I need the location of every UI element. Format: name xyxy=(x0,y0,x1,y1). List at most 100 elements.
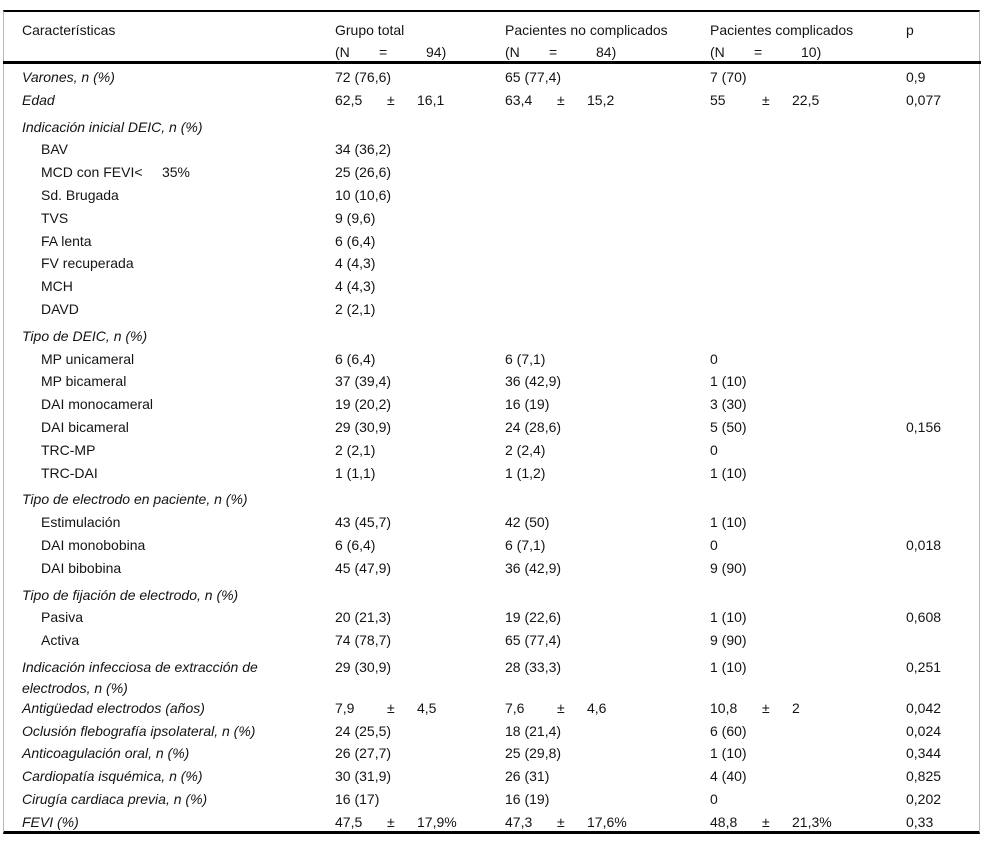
row-label: Varones, n (%) xyxy=(22,69,115,85)
cell-value: 2 (2,1) xyxy=(335,441,376,458)
value-mean: 7,9 xyxy=(335,699,355,716)
cell-value: 34 (36,2) xyxy=(335,141,392,158)
header-label: p xyxy=(906,22,914,38)
cell-value: 1 (10) xyxy=(710,373,747,390)
cell-value: 16 (19) xyxy=(505,790,550,807)
table-row: DAI monocameral 19 (20,2) 16 (19) 3 (30) xyxy=(0,393,992,416)
header-n-token: (N xyxy=(505,44,520,60)
cell-value: 2 (2,1) xyxy=(335,300,376,317)
header-n-count: (N = 10) xyxy=(710,41,853,63)
table-header: Características Grupo total (N = 94) Pacie… xyxy=(0,0,992,62)
p-value: 0,156 xyxy=(906,418,942,435)
row-label: Indicación infecciosa de extracción de el… xyxy=(22,658,258,696)
table-row: FV recuperada 4 (4,3) xyxy=(0,252,992,275)
row-label: MCH xyxy=(41,278,73,295)
value-mean: 62,5 xyxy=(335,91,363,108)
header-col-grupo-total: Grupo total (N = 94) xyxy=(335,19,446,63)
value-mean: 10,8 xyxy=(710,699,738,716)
cell-value: 0 xyxy=(710,350,718,367)
row-label: Cardiopatía isquémica, n (%) xyxy=(22,768,203,785)
cell-value: 4 (40) xyxy=(710,768,747,785)
plus-minus-sign: ± xyxy=(762,699,770,716)
cell-value: 0 xyxy=(710,536,718,553)
cell-value: 20 (21,3) xyxy=(335,609,392,626)
header-col-complicados: Pacientes complicados (N = 10) xyxy=(710,19,853,63)
p-value: 0,608 xyxy=(906,609,942,626)
value-mean: 47,3 xyxy=(505,813,533,830)
table-row: DAI monobobina 6 (6,4) 6 (7,1) 0 0,018 xyxy=(0,534,992,557)
cell-value: 28 (33,3) xyxy=(505,658,562,675)
header-label: Características xyxy=(22,22,116,38)
table-row: Varones, n (%) 72 (76,6) 65 (77,4) 7 (70) 0,… xyxy=(0,66,992,89)
cell-value: 47,5 ±17,9% xyxy=(335,811,457,834)
row-label: FV recuperada xyxy=(41,255,134,272)
p-value: 0,042 xyxy=(906,699,942,716)
row-label: Cirugía cardiaca previa, n (%) xyxy=(22,790,208,807)
header-n-token: (N xyxy=(335,44,350,60)
cell-value: 37 (39,4) xyxy=(335,373,392,390)
cell-value: 7 (70) xyxy=(710,69,747,85)
table-row: Oclusión flebografía ipsolateral, n (%) 2… xyxy=(0,720,992,743)
cell-value: 26 (27,7) xyxy=(335,745,392,762)
cell-value: 7,6 ±4,6 xyxy=(505,697,606,720)
row-label: DAVD xyxy=(41,300,79,317)
table-row: TRC-MP 2 (2,1) 2 (2,4) 0 xyxy=(0,439,992,462)
cell-value: 1 (10) xyxy=(710,745,747,762)
cell-value: 1 (10) xyxy=(710,464,747,481)
row-label: DAI bibobina xyxy=(41,559,122,576)
table-row: FEVI (%) 47,5 ±17,9% 47,3 ±17,6% 48,8 ±21,3% 0,… xyxy=(0,811,992,834)
plus-minus-sign: ± xyxy=(557,699,565,716)
cell-value: 0 xyxy=(710,790,718,807)
row-label: FA lenta xyxy=(41,232,92,249)
p-value: 0,33 xyxy=(906,813,934,830)
cell-value: 45 (47,9) xyxy=(335,559,392,576)
table-row: Indicación infecciosa de extracción de el… xyxy=(0,656,992,697)
cell-value: 10,8 ±2 xyxy=(710,697,800,720)
p-value: 0,9 xyxy=(906,69,926,85)
plus-minus-sign: ± xyxy=(762,813,770,830)
row-label: Edad xyxy=(22,91,55,108)
cell-value: 74 (78,7) xyxy=(335,632,392,649)
cell-value: 29 (30,9) xyxy=(335,418,392,435)
p-value: 0,825 xyxy=(906,768,942,785)
cell-value: 5 (50) xyxy=(710,418,747,435)
cell-value: 2 (2,4) xyxy=(505,441,546,458)
table-row: TVS 9 (9,6) xyxy=(0,207,992,230)
cell-value: 29 (30,9) xyxy=(335,658,392,675)
p-value: 0,024 xyxy=(906,722,942,739)
row-label: Tipo de electrodo en paciente, n (%) xyxy=(22,491,248,508)
row-label: FEVI (%) xyxy=(22,813,79,830)
table-row: Estimulación 43 (45,7) 42 (50) 1 (10) xyxy=(0,511,992,534)
row-label: DAI monocameral xyxy=(41,396,154,413)
cell-value: 6 (7,1) xyxy=(505,350,546,367)
cell-value: 72 (76,6) xyxy=(335,69,392,85)
table-row: Antigüedad electrodos (años) 7,9 ±4,5 7,6 ±4… xyxy=(0,697,992,720)
cell-value: 6 (6,4) xyxy=(335,536,376,553)
cell-value: 25 (29,8) xyxy=(505,745,562,762)
cell-value: 36 (42,9) xyxy=(505,373,562,390)
table-row: MCH 4 (4,3) xyxy=(0,275,992,298)
p-value: 0,344 xyxy=(906,745,942,762)
cell-value: 36 (42,9) xyxy=(505,559,562,576)
cell-value: 16 (17) xyxy=(335,790,380,807)
table-row: Cirugía cardiaca previa, n (%) 16 (17) 16 … xyxy=(0,788,992,811)
table-row: Edad 62,5 ±16,1 63,4 ±15,2 55 ±22,5 0,077 xyxy=(0,89,992,112)
row-label: Tipo de fijación de electrodo, n (%) xyxy=(22,586,239,603)
table-row: Cardiopatía isquémica, n (%) 30 (31,9) 26 … xyxy=(0,765,992,788)
p-value: 0,251 xyxy=(906,658,942,675)
cell-value: 24 (25,5) xyxy=(335,722,392,739)
cell-value: 55 ±22,5 xyxy=(710,89,819,112)
header-col-no-complicados: Pacientes no complicados (N = 84) xyxy=(505,19,668,63)
cell-value: 1 (10) xyxy=(710,609,747,626)
table-row: Pasiva 20 (21,3) 19 (22,6) 1 (10) 0,608 xyxy=(0,606,992,629)
cell-value: 1 (10) xyxy=(710,514,747,531)
table-row: DAI bibobina 45 (47,9) 36 (42,9) 9 (90) xyxy=(0,557,992,580)
cell-value: 6 (60) xyxy=(710,722,747,739)
table-row: BAV 34 (36,2) xyxy=(0,138,992,161)
cell-value: 3 (30) xyxy=(710,396,747,413)
cell-value: 19 (20,2) xyxy=(335,396,392,413)
cell-value: 42 (50) xyxy=(505,514,550,531)
cell-value: 6 (7,1) xyxy=(505,536,546,553)
table-row: Tipo de DEIC, n (%) xyxy=(0,325,992,348)
table-row: Sd. Brugada 10 (10,6) xyxy=(0,184,992,207)
